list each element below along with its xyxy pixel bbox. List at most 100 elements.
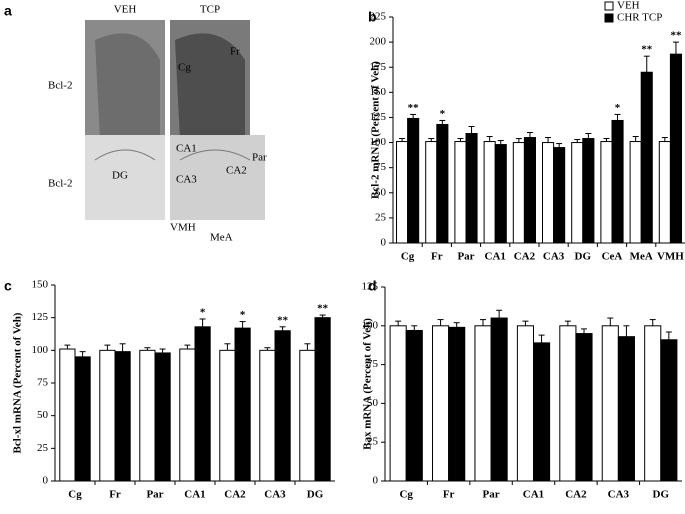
bar xyxy=(600,141,613,244)
bar xyxy=(669,53,682,244)
panel-label: b xyxy=(368,9,377,25)
bar xyxy=(465,133,478,244)
image-shape xyxy=(95,33,160,141)
x-tick-label: CA2 xyxy=(224,489,246,501)
bar xyxy=(660,339,678,482)
x-tick-label: Cg xyxy=(401,251,415,263)
y-tick-label: 0 xyxy=(43,475,49,487)
bar xyxy=(483,141,496,244)
significance-label: * xyxy=(615,102,621,114)
x-tick-label: Fr xyxy=(431,251,443,263)
annotation: CA1 xyxy=(176,143,197,155)
bar xyxy=(219,349,236,482)
bar xyxy=(523,137,536,244)
y-tick-label: 100 xyxy=(32,344,49,356)
x-tick-label: CA2 xyxy=(514,251,536,263)
annotation: CA2 xyxy=(226,165,247,177)
bar xyxy=(59,348,76,482)
annotation: Fr xyxy=(230,46,240,58)
x-tick-label: CA3 xyxy=(264,489,286,501)
y-tick-label: 50 xyxy=(375,186,387,198)
bar xyxy=(582,138,595,244)
significance-label: * xyxy=(200,307,206,319)
bar xyxy=(516,325,534,482)
column-label: VEH xyxy=(114,4,137,16)
y-tick-label: 25 xyxy=(375,211,387,223)
bar xyxy=(234,327,251,482)
bar xyxy=(99,349,116,482)
bar xyxy=(474,325,492,482)
bar xyxy=(617,336,635,482)
legend-label: VEH xyxy=(617,0,640,12)
x-tick-label: CA1 xyxy=(184,489,205,501)
x-tick-label: Cg xyxy=(68,489,82,501)
bar xyxy=(644,325,662,482)
bar xyxy=(571,142,584,244)
bar xyxy=(179,348,196,482)
image xyxy=(170,135,265,220)
bar xyxy=(194,326,211,482)
x-tick-label: CA2 xyxy=(565,489,587,501)
x-tick-label: Par xyxy=(483,489,500,501)
x-tick-label: CA1 xyxy=(485,251,506,263)
bar xyxy=(407,117,420,244)
y-tick-label: 100 xyxy=(362,319,379,331)
bar xyxy=(425,141,438,244)
y-tick-label: 200 xyxy=(370,36,387,48)
y-tick-label: 50 xyxy=(37,409,49,421)
x-tick-label: CA1 xyxy=(523,489,544,501)
y-tick-label: 0 xyxy=(381,237,387,249)
bar xyxy=(436,123,449,244)
bar xyxy=(314,317,331,482)
annotation: CA3 xyxy=(176,174,197,186)
y-axis-label: Bcl-2 mRNA (Percent of Veh) xyxy=(370,61,382,199)
x-tick-label: CA3 xyxy=(608,489,630,501)
x-tick-label: Cg xyxy=(399,489,413,501)
y-axis-label: Bax mRNA (Percent of Veh) xyxy=(362,318,374,450)
bar xyxy=(448,326,466,482)
y-tick-label: 75 xyxy=(367,358,379,370)
significance-label: ** xyxy=(317,303,329,315)
legend-swatch xyxy=(604,1,614,11)
bar xyxy=(553,147,566,244)
x-tick-label: VMH xyxy=(657,251,684,263)
x-tick-label: CA3 xyxy=(543,251,565,263)
bar xyxy=(259,349,276,482)
legend-label: CHR TCP xyxy=(617,12,662,24)
y-axis-label: Bcl-xl mRNA (Percent of Veh) xyxy=(12,312,24,453)
bar xyxy=(601,325,619,482)
y-tick-label: 75 xyxy=(375,161,387,173)
bar xyxy=(389,325,407,482)
significance-label: ** xyxy=(277,314,289,326)
y-tick-label: 125 xyxy=(362,281,379,293)
row-label: Bcl-2 xyxy=(48,80,72,92)
bar xyxy=(490,317,508,482)
y-tick-label: 0 xyxy=(373,475,379,487)
x-tick-label: CeA xyxy=(602,251,623,263)
bar xyxy=(114,351,131,482)
y-tick-label: 25 xyxy=(367,436,379,448)
panel-label: c xyxy=(4,278,12,294)
significance-label: ** xyxy=(670,30,682,42)
bar xyxy=(512,142,525,244)
bar xyxy=(542,142,555,244)
bar xyxy=(629,141,642,244)
annotation: Par xyxy=(252,152,267,164)
image-shape xyxy=(179,149,251,161)
y-tick-label: 125 xyxy=(32,311,49,323)
bar xyxy=(658,141,671,244)
image-shape xyxy=(175,33,245,141)
bar xyxy=(396,141,409,244)
annotation: Cg xyxy=(178,62,191,74)
y-tick-label: 50 xyxy=(367,397,379,409)
significance-label: * xyxy=(440,108,446,120)
bar xyxy=(575,333,593,482)
y-tick-label: 150 xyxy=(370,86,387,98)
image xyxy=(85,135,165,220)
bar xyxy=(494,144,507,244)
annotation: MeA xyxy=(210,232,233,244)
x-tick-label: DG xyxy=(575,251,592,263)
x-tick-label: Par xyxy=(457,251,474,263)
legend-swatch xyxy=(604,13,614,23)
